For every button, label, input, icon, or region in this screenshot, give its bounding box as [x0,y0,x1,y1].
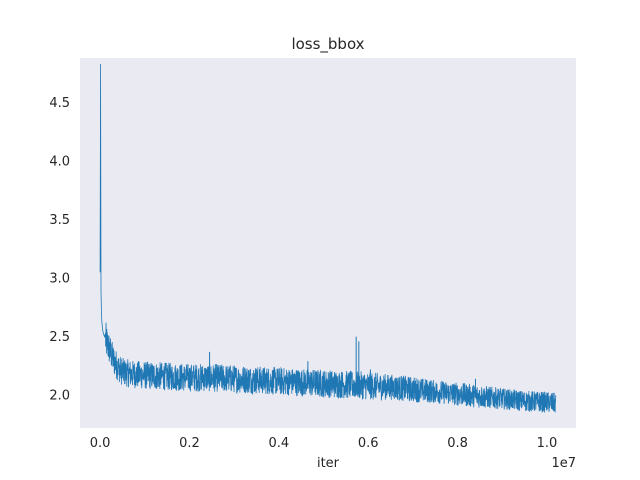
x-tick-label: 0.8 [447,436,468,451]
y-tick-label: 3.0 [49,272,70,287]
x-tick-label: 0.0 [90,436,111,451]
y-tick-label: 4.0 [49,155,70,170]
series-line [99,63,557,413]
y-tick-label: 2.5 [49,330,70,345]
x-axis-label: iter [317,456,340,471]
plot-background [80,58,576,428]
x-axis-ticks: 0.0 0.2 0.4 0.6 0.8 1.0 [90,436,558,451]
x-tick-label: 1.0 [537,436,558,451]
x-tick-label: 0.2 [179,436,200,451]
y-axis-ticks: 2.0 2.5 3.0 3.5 4.0 4.5 [49,96,70,404]
y-tick-label: 2.0 [49,389,70,404]
y-tick-label: 3.5 [49,213,70,228]
x-tick-label: 0.4 [269,436,290,451]
y-tick-label: 4.5 [49,96,70,111]
series-layer [99,63,557,413]
x-axis-offset-label: 1e7 [551,456,576,471]
x-tick-label: 0.6 [358,436,379,451]
chart-title: loss_bbox [291,35,364,54]
